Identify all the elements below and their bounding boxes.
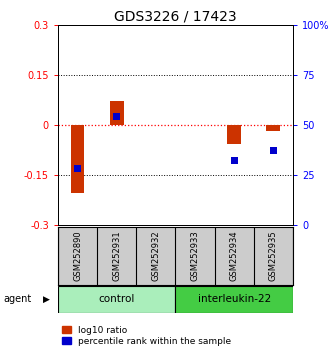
Bar [270,147,277,154]
Text: GSM252890: GSM252890 [73,230,82,281]
Text: interleukin-22: interleukin-22 [198,295,271,304]
Text: agent: agent [3,295,31,304]
Text: GSM252931: GSM252931 [112,230,121,281]
Bar [266,125,280,131]
Bar [71,125,84,193]
Bar [227,125,241,144]
Text: GSM252934: GSM252934 [230,230,239,281]
Bar [231,157,238,165]
Legend: log10 ratio, percentile rank within the sample: log10 ratio, percentile rank within the … [63,326,231,346]
Title: GDS3226 / 17423: GDS3226 / 17423 [114,10,237,24]
Text: control: control [99,295,135,304]
Text: GSM252933: GSM252933 [191,230,200,281]
Bar [58,286,175,313]
Bar [74,165,81,172]
Bar [175,286,293,313]
Text: GSM252935: GSM252935 [269,230,278,281]
Bar [113,113,120,120]
Text: GSM252932: GSM252932 [151,230,160,281]
Text: ▶: ▶ [43,295,50,304]
Bar [110,101,123,125]
